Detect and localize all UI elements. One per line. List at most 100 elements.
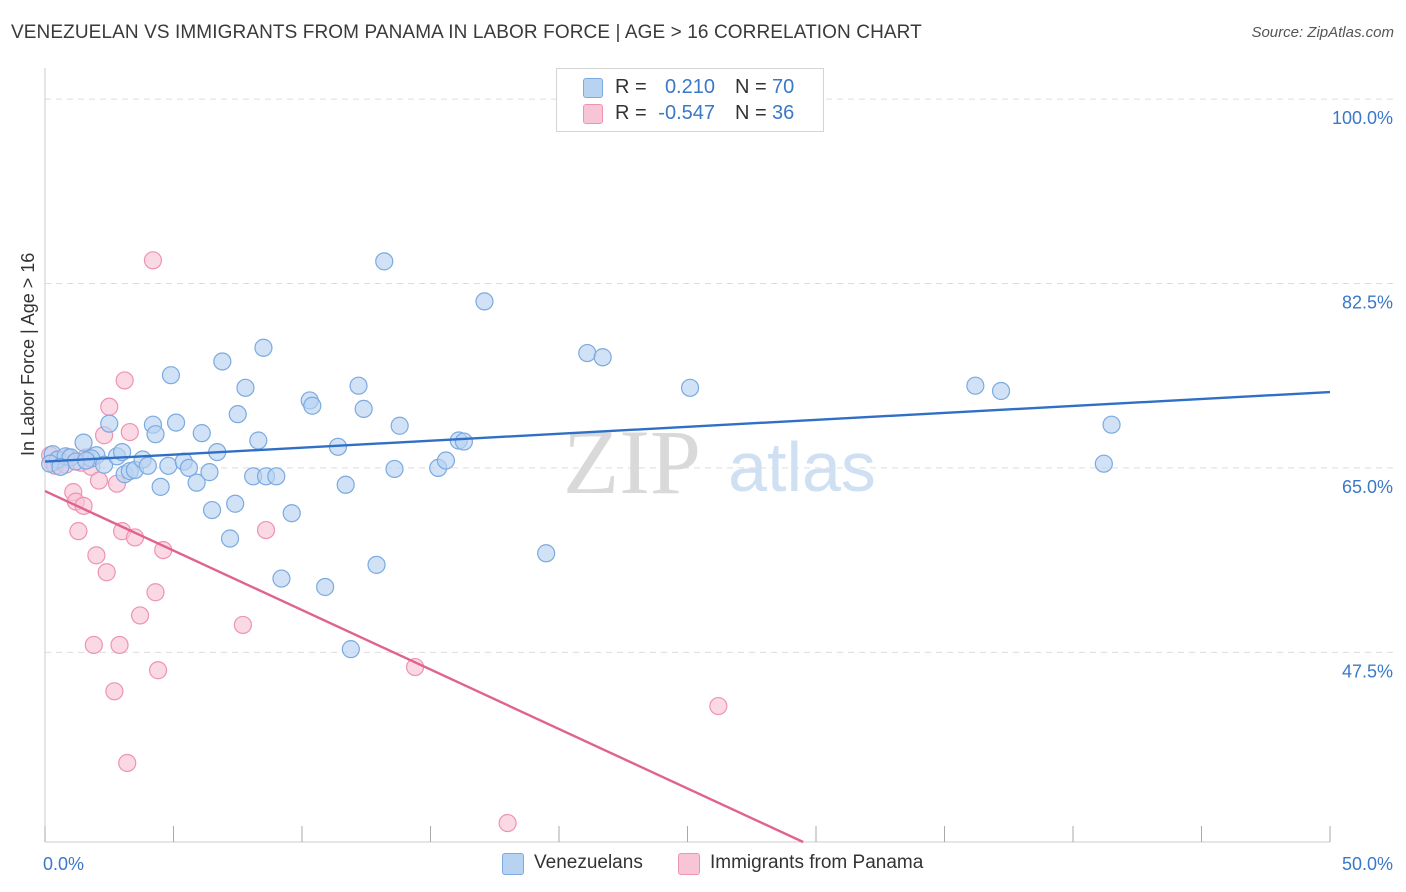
data-point: [202, 500, 222, 520]
data-point: [991, 381, 1011, 401]
data-point: [146, 425, 165, 444]
data-point: [220, 529, 240, 548]
watermark: ZIP atlas: [563, 411, 876, 513]
data-point: [148, 661, 168, 680]
data-point: [385, 459, 404, 479]
y-tick-label: 82.5%: [1342, 292, 1393, 312]
data-point: [233, 615, 252, 635]
legend-n-value: 36: [772, 102, 795, 124]
data-point: [213, 352, 232, 371]
data-point: [236, 378, 255, 397]
data-point: [593, 348, 612, 367]
data-point: [254, 338, 273, 357]
trend-line-venezuelans: [44, 390, 1331, 463]
data-point: [95, 455, 114, 474]
legend-swatch-panama: [678, 853, 700, 875]
legend-r-value: -0.547: [658, 102, 715, 124]
data-point: [454, 432, 474, 451]
legend-r-label: R =: [615, 102, 647, 124]
gridlines: [45, 98, 1394, 653]
legend-swatch-venezuelans: [502, 853, 524, 875]
data-point: [228, 405, 247, 424]
data-point: [367, 555, 386, 574]
legend-n-value: 70: [772, 76, 795, 98]
data-point: [316, 577, 335, 597]
y-tick-label: 100.0%: [1332, 108, 1393, 128]
data-point: [105, 682, 124, 701]
x-tick-label-max: 50.0%: [1342, 854, 1393, 874]
data-point: [159, 456, 178, 475]
data-point: [84, 635, 103, 655]
data-point: [120, 422, 139, 442]
data-point: [187, 473, 206, 492]
legend-r-label: R =: [615, 76, 647, 98]
data-point: [267, 467, 286, 486]
data-point: [709, 696, 728, 716]
trend-lines: [44, 390, 1331, 844]
data-point: [680, 378, 700, 397]
data-point: [249, 431, 268, 450]
data-point: [100, 397, 119, 416]
data-point: [74, 433, 93, 452]
data-point: [341, 640, 360, 659]
data-point: [179, 458, 199, 478]
data-point: [498, 813, 517, 833]
data-point: [436, 451, 456, 470]
legend-n-label: N =: [735, 76, 767, 98]
data-point: [87, 546, 106, 565]
legend-label-panama: Immigrants from Panama: [710, 852, 924, 873]
data-point: [69, 522, 88, 541]
data-point: [146, 583, 165, 602]
data-point: [118, 753, 137, 773]
data-point: [1102, 415, 1121, 434]
chart-title: VENEZUELAN VS IMMIGRANTS FROM PANAMA IN …: [11, 22, 922, 43]
y-axis-label: In Labor Force | Age > 16: [18, 252, 38, 456]
data-point: [161, 366, 181, 385]
data-point: [578, 343, 597, 363]
data-point: [89, 471, 109, 490]
data-point: [256, 520, 276, 540]
legend-swatch-pink: [583, 104, 603, 124]
data-point: [166, 413, 186, 432]
data-point: [475, 292, 494, 311]
data-point: [100, 414, 119, 433]
data-point: [537, 544, 556, 563]
data-point: [966, 376, 985, 395]
data-point: [192, 424, 211, 443]
y-tick-label: 65.0%: [1342, 477, 1393, 497]
data-point: [303, 396, 322, 415]
tick-labels: 100.0% 82.5% 65.0% 47.5% 0.0% 50.0%: [43, 108, 1393, 874]
data-point: [282, 504, 301, 523]
data-point: [110, 635, 129, 655]
series-panama-points: [41, 251, 728, 833]
legend-n-label: N =: [735, 102, 767, 124]
y-tick-label: 47.5%: [1342, 661, 1393, 681]
legend-label-venezuelans: Venezuelans: [534, 852, 643, 873]
legend-row-panama: R = -0.547 N = 36: [557, 102, 823, 128]
data-point: [130, 606, 150, 625]
data-point: [390, 416, 409, 435]
legend-swatch-blue: [583, 78, 603, 98]
legend-r-value: 0.210: [664, 76, 715, 98]
data-point: [375, 252, 394, 271]
data-point: [349, 376, 368, 395]
data-point: [226, 494, 245, 513]
x-tick-label-min: 0.0%: [43, 854, 84, 874]
data-point: [97, 563, 116, 582]
data-point: [115, 371, 134, 390]
correlation-legend: R = 0.210 N = 70 R = -0.547 N = 36: [556, 68, 824, 132]
data-point: [143, 251, 163, 270]
data-point: [200, 463, 219, 482]
data-point: [272, 569, 291, 588]
data-point: [1094, 454, 1113, 473]
data-point: [336, 475, 355, 494]
trend-line-panama: [44, 489, 804, 844]
watermark-atlas: atlas: [728, 428, 876, 506]
legend-row-venezuelans: R = 0.210 N = 70: [557, 76, 823, 102]
data-point: [51, 457, 70, 476]
data-point: [354, 399, 373, 418]
data-point: [151, 477, 170, 496]
source-credit: Source: ZipAtlas.com: [1251, 24, 1394, 41]
data-point: [138, 456, 157, 475]
